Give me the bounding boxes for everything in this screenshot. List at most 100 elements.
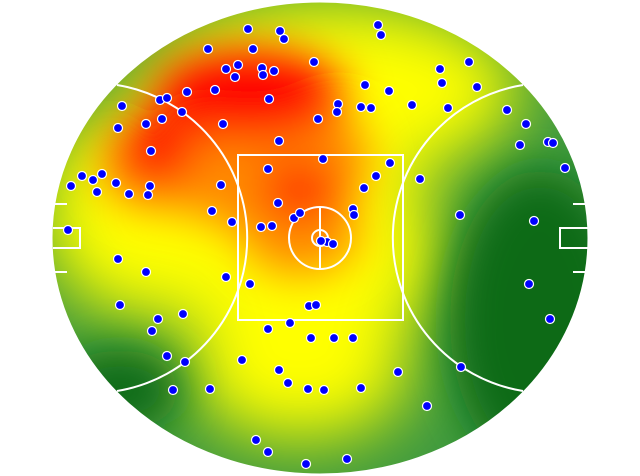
data-point xyxy=(370,170,382,182)
data-point xyxy=(232,59,244,71)
data-point xyxy=(310,299,322,311)
data-point xyxy=(161,350,173,362)
data-point xyxy=(455,361,467,373)
data-point xyxy=(331,106,343,118)
data-point xyxy=(152,313,164,325)
data-point xyxy=(209,84,221,96)
data-point xyxy=(471,81,483,93)
data-point xyxy=(176,106,188,118)
data-point xyxy=(547,137,559,149)
data-point xyxy=(372,19,384,31)
data-points xyxy=(62,19,571,470)
data-point xyxy=(341,453,353,465)
data-point xyxy=(110,177,122,189)
data-point xyxy=(146,325,158,337)
data-point xyxy=(123,188,135,200)
data-point xyxy=(114,299,126,311)
data-point xyxy=(520,118,532,130)
data-point xyxy=(250,434,262,446)
data-point xyxy=(242,23,254,35)
data-point xyxy=(156,113,168,125)
data-point xyxy=(112,253,124,265)
data-point xyxy=(278,33,290,45)
data-point xyxy=(161,92,173,104)
data-point xyxy=(202,43,214,55)
data-point xyxy=(140,118,152,130)
data-point xyxy=(544,313,556,325)
data-point xyxy=(220,271,232,283)
data-point xyxy=(359,79,371,91)
data-point xyxy=(62,224,74,236)
data-point xyxy=(144,180,156,192)
data-point xyxy=(302,383,314,395)
data-point xyxy=(204,383,216,395)
data-point xyxy=(266,220,278,232)
data-point xyxy=(273,364,285,376)
data-point xyxy=(244,278,256,290)
data-point xyxy=(181,86,193,98)
data-point xyxy=(318,384,330,396)
data-point xyxy=(76,170,88,182)
data-point xyxy=(215,179,227,191)
data-point xyxy=(294,207,306,219)
data-point xyxy=(383,85,395,97)
data-point xyxy=(348,209,360,221)
data-point xyxy=(226,216,238,228)
heat-zone-orange-b xyxy=(240,185,360,275)
data-point xyxy=(384,157,396,169)
data-point xyxy=(206,205,218,217)
data-point xyxy=(272,197,284,209)
data-point xyxy=(274,25,286,37)
data-point xyxy=(262,446,274,458)
data-point xyxy=(327,238,339,250)
data-point xyxy=(140,266,152,278)
data-point xyxy=(308,56,320,68)
data-point xyxy=(392,366,404,378)
data-point xyxy=(355,382,367,394)
data-point xyxy=(87,174,99,186)
data-point xyxy=(347,332,359,344)
data-point xyxy=(273,135,285,147)
data-point xyxy=(559,162,571,174)
data-point xyxy=(317,153,329,165)
data-point xyxy=(375,29,387,41)
data-point xyxy=(268,65,280,77)
data-point xyxy=(262,163,274,175)
data-point xyxy=(282,377,294,389)
data-point xyxy=(406,99,418,111)
data-point xyxy=(220,63,232,75)
data-point xyxy=(247,43,259,55)
data-point xyxy=(229,71,241,83)
data-point xyxy=(523,278,535,290)
data-point xyxy=(434,63,446,75)
data-point xyxy=(514,139,526,151)
data-point xyxy=(262,323,274,335)
data-point xyxy=(328,332,340,344)
data-point xyxy=(312,113,324,125)
data-point xyxy=(501,104,513,116)
data-point xyxy=(236,354,248,366)
data-point xyxy=(257,69,269,81)
data-point xyxy=(217,118,229,130)
boundary-line xyxy=(51,1,589,475)
data-point xyxy=(442,102,454,114)
data-point xyxy=(177,308,189,320)
data-point xyxy=(315,235,327,247)
data-point xyxy=(421,400,433,412)
data-point xyxy=(436,77,448,89)
heat-zone-red-a xyxy=(155,50,345,140)
data-point xyxy=(528,215,540,227)
data-point xyxy=(65,180,77,192)
data-point xyxy=(142,189,154,201)
data-point xyxy=(365,102,377,114)
data-point xyxy=(179,356,191,368)
data-point xyxy=(454,209,466,221)
data-point xyxy=(463,56,475,68)
data-point xyxy=(255,221,267,233)
data-point xyxy=(284,317,296,329)
data-point xyxy=(263,93,275,105)
data-point xyxy=(112,122,124,134)
